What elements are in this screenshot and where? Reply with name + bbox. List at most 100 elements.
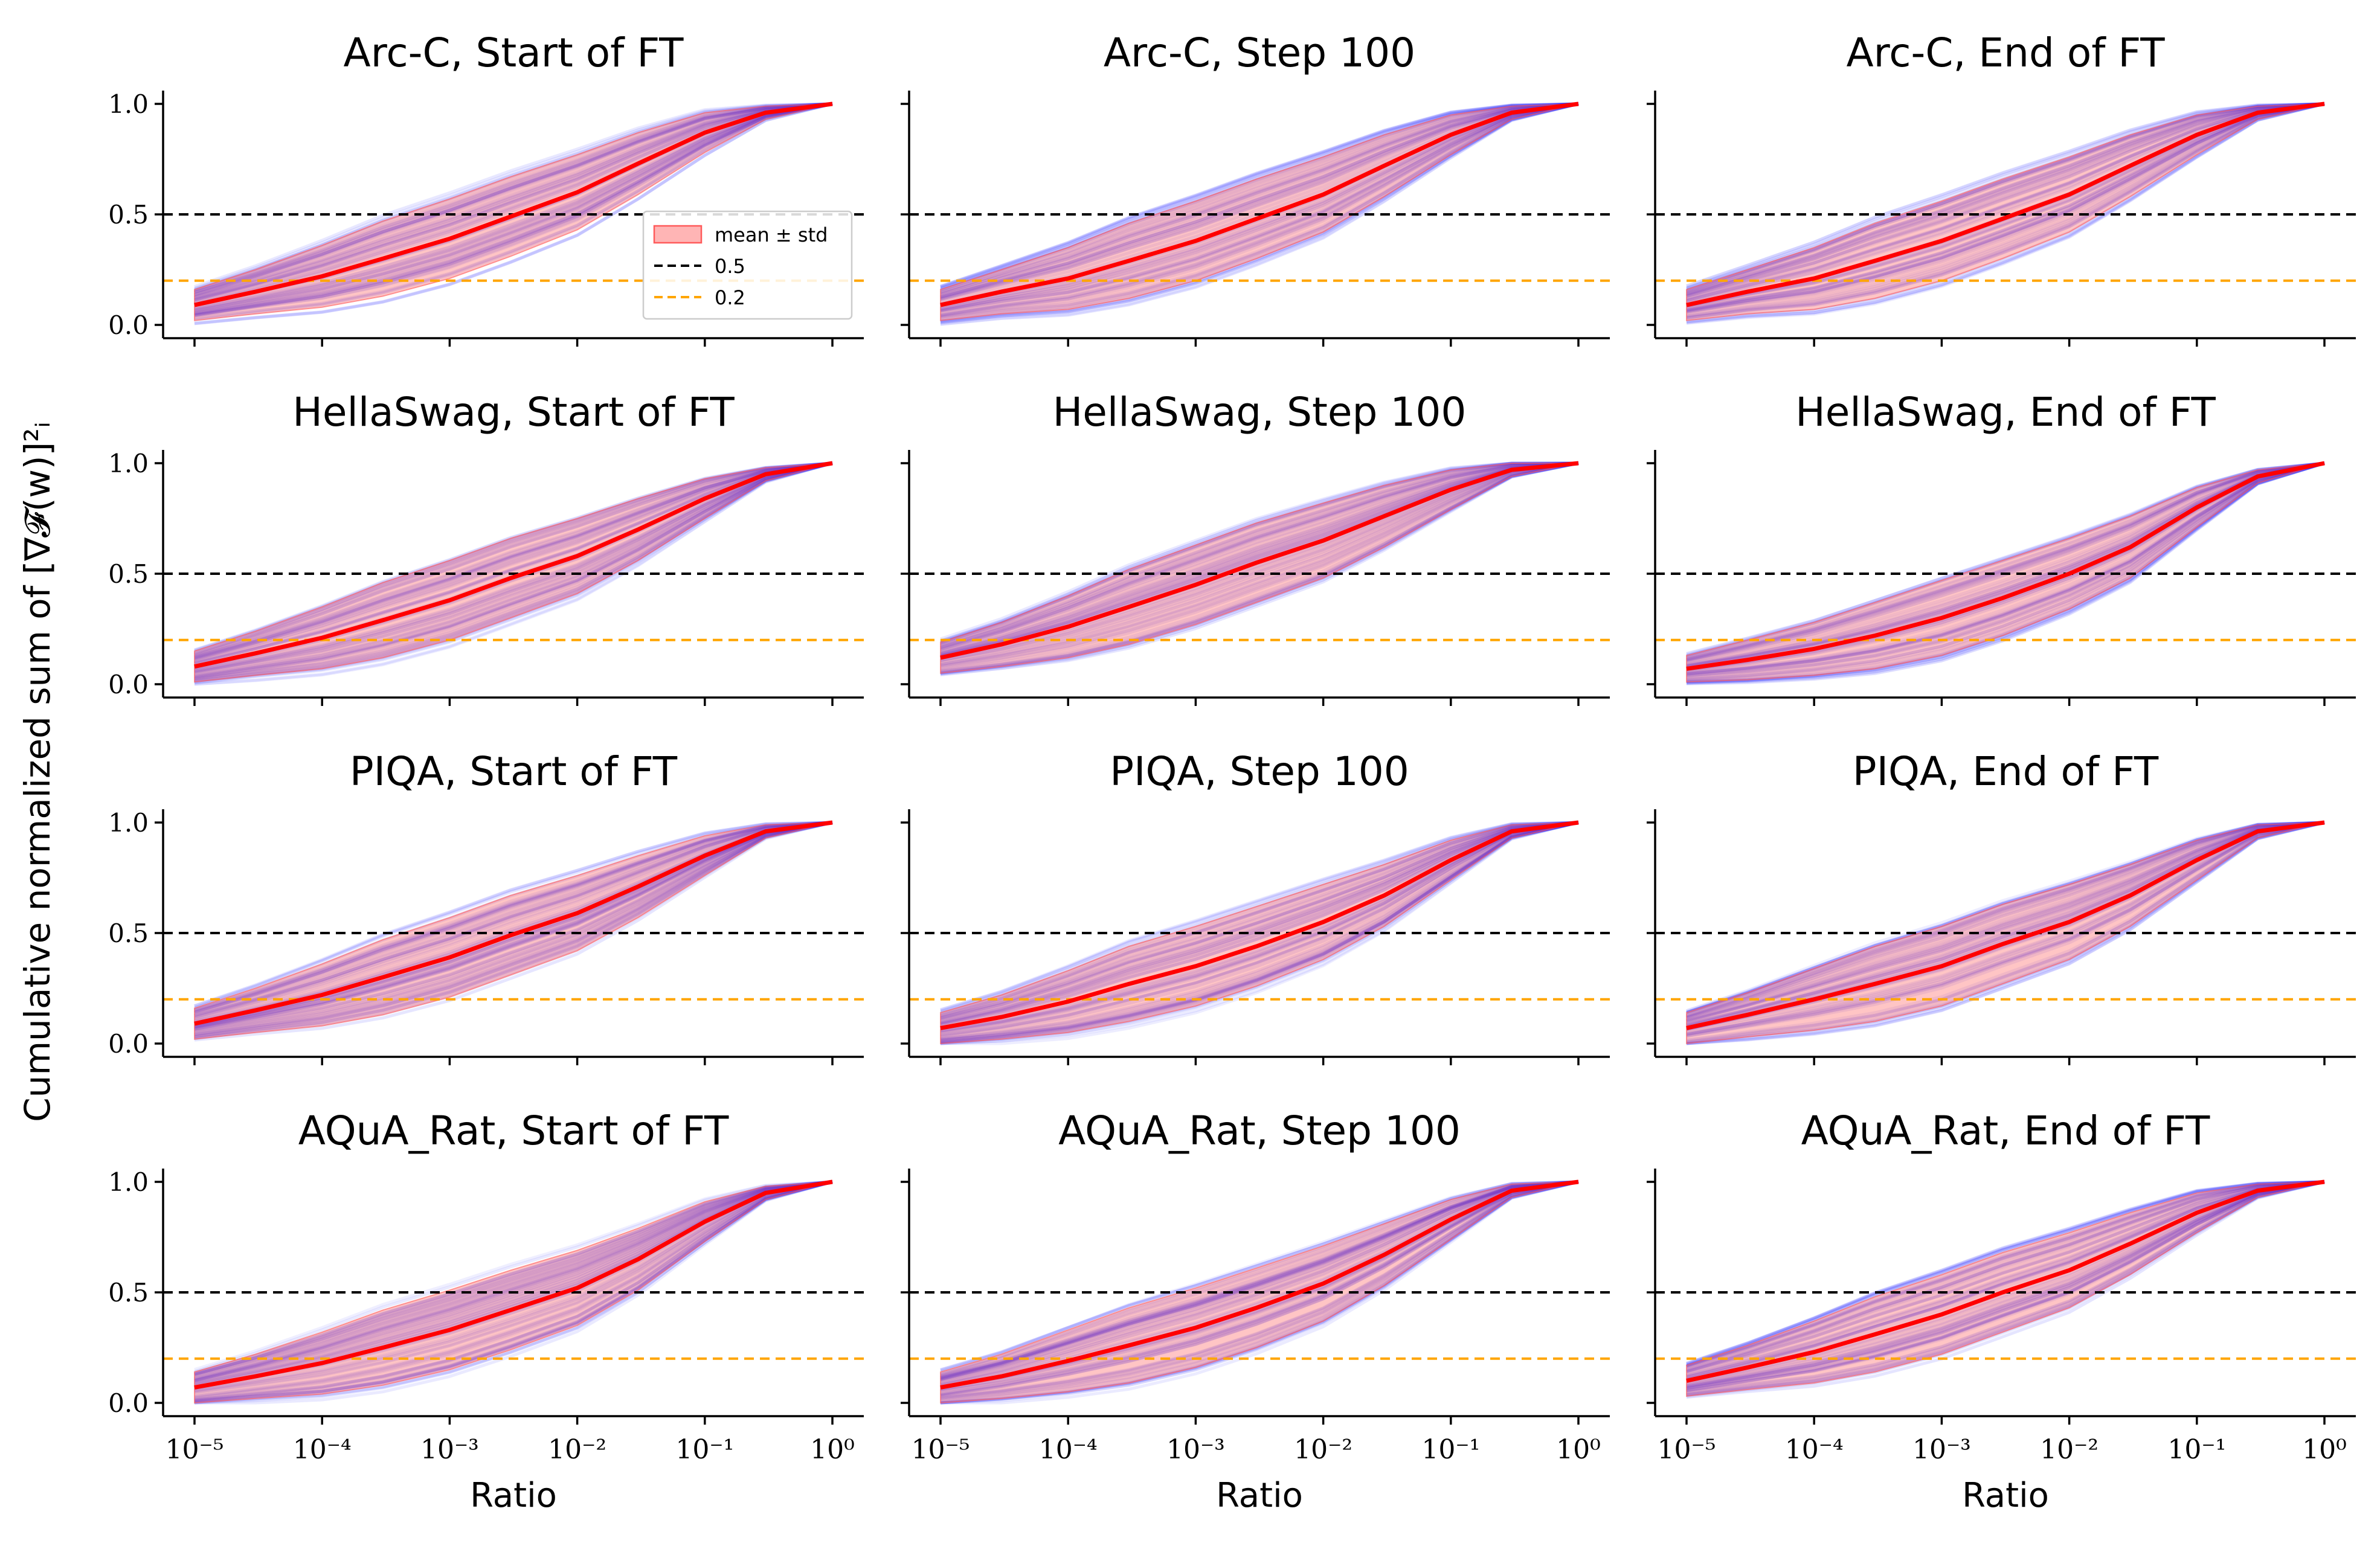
sample-curve (194, 1180, 833, 1376)
sample-curve (194, 102, 833, 316)
sample-curve (940, 821, 1579, 1043)
sample-curve (940, 461, 1579, 649)
sample-curve (1686, 461, 2325, 676)
sample-curve (940, 1180, 1579, 1373)
sample-curve (194, 1180, 833, 1404)
sample-curve (1686, 821, 2325, 1019)
sample-curve (1686, 1180, 2325, 1373)
sample-curve (940, 102, 1579, 316)
sample-curve (194, 1180, 833, 1399)
sample-curve (1686, 821, 2325, 1028)
sample-curve (194, 1180, 833, 1393)
sample-curve (940, 821, 1579, 1045)
sample-curve (1686, 1180, 2325, 1368)
sample-curve (940, 1180, 1579, 1405)
sample-curve (940, 102, 1579, 294)
sample-curve (194, 1180, 833, 1402)
sample-curve (940, 821, 1579, 1028)
sample-curve (940, 1180, 1579, 1381)
sample-curve (194, 821, 833, 1036)
sample-curve (1686, 102, 2325, 323)
sample-curve (940, 102, 1579, 301)
x-tick-label: 10⁰ (1556, 1434, 1601, 1465)
sample-curve (1686, 1180, 2325, 1373)
sample-curve (194, 821, 833, 1038)
sample-curve (1686, 102, 2325, 295)
subplot: HellaSwag, End of FT (1647, 389, 2356, 706)
x-axis-label: Ratio (1962, 1476, 2049, 1515)
y-tick-label: 0.5 (108, 200, 149, 229)
subplot: PIQA, End of FT (1647, 748, 2356, 1065)
sample-curve (940, 461, 1579, 646)
sample-curve (1686, 1180, 2325, 1390)
sample-curve (194, 102, 833, 297)
sample-curve (1686, 102, 2325, 298)
plot-area (909, 461, 1610, 677)
sample-curve (1686, 102, 2325, 312)
plot-area (163, 1179, 864, 1405)
sample-curve (940, 821, 1579, 1033)
sample-curve (194, 461, 833, 681)
sample-curve (940, 102, 1579, 289)
sample-curve (1686, 821, 2325, 1014)
sample-curve (1686, 1180, 2325, 1393)
sample-curve (1686, 1180, 2325, 1375)
sample-curve (194, 461, 833, 675)
sample-curve (940, 102, 1579, 320)
sample-curve (940, 821, 1579, 1025)
sample-curve (194, 102, 833, 294)
sample-curve (194, 102, 833, 315)
sample-curve (1686, 102, 2325, 315)
sample-curve (194, 821, 833, 1012)
sample-curve (940, 821, 1579, 1022)
sample-curve (940, 821, 1579, 1034)
sample-curve (940, 102, 1579, 293)
sample-curve (194, 1180, 833, 1380)
plot-area (163, 461, 864, 686)
sample-curve (1686, 461, 2325, 656)
sample-curve (194, 821, 833, 1013)
sample-curve (194, 821, 833, 1009)
sample-curve (1686, 1180, 2325, 1388)
sample-curve (194, 102, 833, 301)
sample-curve (1686, 821, 2325, 1018)
sample-curve (940, 1180, 1579, 1387)
sample-curve (940, 461, 1579, 676)
mean-line (194, 101, 833, 307)
sample-curve (940, 1180, 1579, 1379)
sample-curve (940, 461, 1579, 667)
sample-curve (1686, 102, 2325, 325)
sample-curve (1686, 1180, 2325, 1368)
std-band (1686, 103, 2325, 321)
sample-curve (1686, 102, 2325, 289)
sample-curve (940, 1180, 1579, 1393)
x-tick-label: 10⁻⁴ (1785, 1434, 1844, 1465)
sample-curve (1686, 102, 2325, 310)
sample-curve (1686, 461, 2325, 657)
sample-curve (1686, 821, 2325, 1023)
x-tick-label: 10⁻⁴ (1039, 1434, 1098, 1465)
sample-curve (1686, 102, 2325, 312)
sample-curve (1686, 1180, 2325, 1377)
sample-curve (194, 102, 833, 317)
subplot: 0.0 0.5 1.0 10⁻⁵ 10⁻⁴ 10⁻³ 10⁻² 10⁻¹ 10⁰ AQuA_Rat… (108, 1108, 864, 1515)
sample-curve (194, 461, 833, 661)
sample-curve (940, 461, 1578, 644)
sample-curve (940, 102, 1579, 288)
sample-curve (1686, 1180, 2325, 1378)
sample-curve (194, 102, 833, 304)
sample-curve (194, 461, 833, 682)
sample-curve (940, 461, 1579, 675)
sample-curve (940, 461, 1579, 674)
sample-curve (940, 1180, 1579, 1396)
sample-curve (194, 1180, 833, 1378)
sample-curve (940, 102, 1579, 299)
sample-curve (1686, 102, 2325, 298)
sample-curve (194, 461, 833, 665)
sample-curve (194, 461, 833, 678)
sample-curve (940, 102, 1579, 323)
sample-curve (194, 821, 833, 1039)
sample-curve (940, 461, 1579, 653)
sample-curve (1686, 102, 2325, 292)
subplot-title: PIQA, Start of FT (350, 748, 678, 795)
